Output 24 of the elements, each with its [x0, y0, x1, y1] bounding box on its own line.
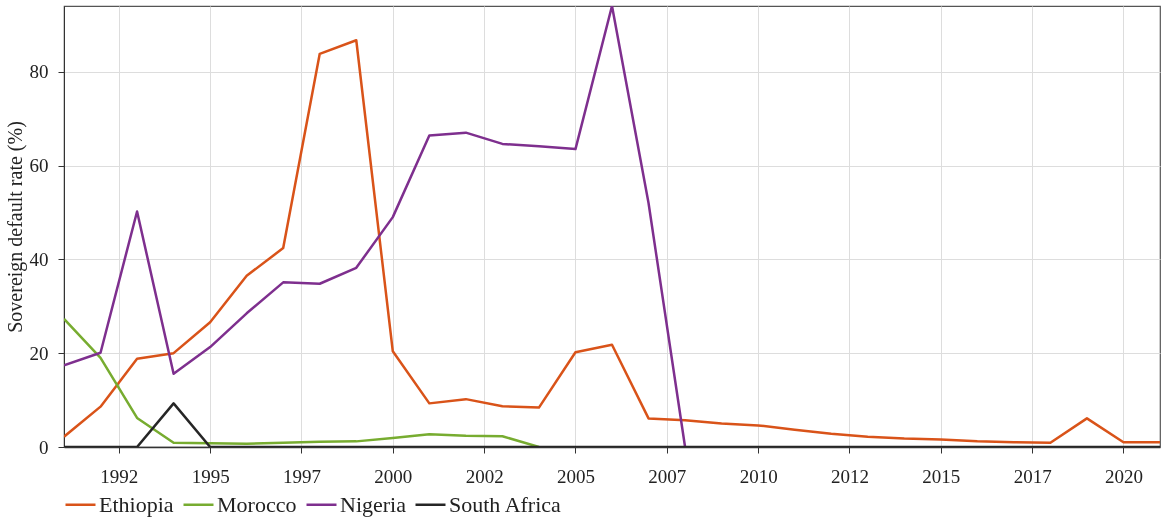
legend-label: Nigeria — [340, 491, 407, 517]
x-tick-label: 2020 — [1104, 465, 1143, 487]
x-tick-label: 2012 — [830, 465, 869, 487]
x-tick-label: 2002 — [465, 465, 504, 487]
y-tick-label: 80 — [29, 61, 49, 83]
y-tick-label: 60 — [29, 155, 49, 177]
x-tick-label: 2007 — [648, 465, 687, 487]
y-tick-label: 0 — [39, 436, 49, 458]
line-series — [64, 317, 541, 447]
x-tick-label: 2015 — [922, 465, 961, 487]
y-axis-title: Sovereign default rate (%) — [3, 121, 27, 333]
x-tick-label: 1997 — [282, 465, 321, 487]
x-tick-label: 2017 — [1013, 465, 1052, 487]
y-tick-label: 20 — [29, 342, 49, 364]
x-tick-label: 2005 — [556, 465, 595, 487]
legend-label: Morocco — [217, 491, 297, 517]
x-tick-label: 2000 — [374, 465, 413, 487]
y-tick-label: 40 — [29, 248, 49, 270]
line-series — [64, 39, 1160, 445]
x-tick-label: 1995 — [191, 465, 230, 487]
x-tick-label: 1992 — [100, 465, 139, 487]
legend-label: South Africa — [449, 491, 562, 517]
x-tick-label: 2010 — [739, 465, 778, 487]
legend-label: Ethiopia — [99, 491, 174, 517]
